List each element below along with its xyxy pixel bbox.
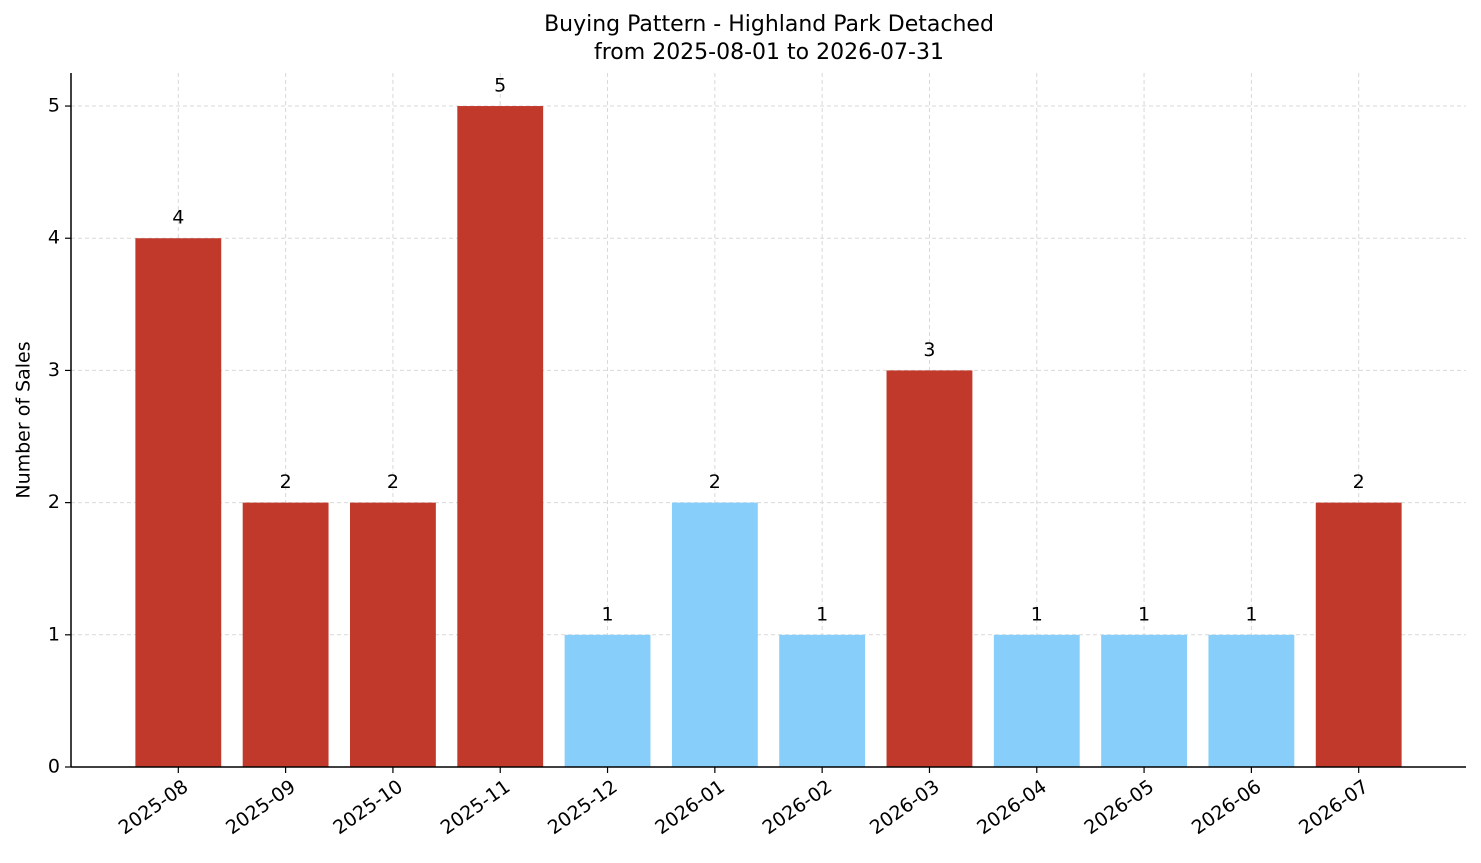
bar [779, 634, 866, 767]
y-tick-label: 5 [48, 95, 60, 117]
data-label: 4 [172, 207, 184, 229]
bar [457, 106, 544, 768]
bar [1315, 502, 1402, 767]
bar [671, 502, 758, 767]
data-label: 1 [1245, 603, 1257, 625]
bar [135, 238, 222, 767]
x-tick-label: 2025-10 [329, 776, 407, 840]
data-label: 2 [280, 471, 292, 493]
y-tick-label: 0 [48, 756, 60, 778]
x-tick-label: 2026-05 [1080, 776, 1158, 840]
y-tick-label: 1 [48, 623, 60, 645]
data-label: 5 [494, 75, 506, 97]
bar [242, 502, 329, 767]
bar [350, 502, 436, 767]
data-label: 2 [387, 471, 399, 493]
y-tick-label: 2 [48, 491, 60, 513]
x-tick-label: 2025-09 [222, 776, 300, 840]
data-label: 1 [1138, 603, 1150, 625]
data-label: 1 [1031, 603, 1043, 625]
bar [1208, 634, 1295, 767]
data-label: 1 [816, 603, 828, 625]
chart-title: Buying Pattern - Highland Park Detached [544, 12, 994, 37]
data-label: 2 [709, 471, 721, 493]
x-tick-label: 2026-06 [1188, 776, 1266, 840]
y-tick-label: 4 [48, 227, 60, 249]
data-label: 1 [601, 603, 613, 625]
bar [993, 634, 1080, 767]
x-tick-label: 2026-01 [651, 776, 729, 840]
x-tick-label: 2025-08 [115, 776, 193, 840]
bar [886, 370, 973, 767]
x-tick-label: 2025-12 [544, 776, 622, 840]
data-label: 2 [1353, 471, 1365, 493]
chart-subtitle: from 2025-08-01 to 2026-07-31 [594, 40, 944, 65]
x-tick-label: 2026-03 [866, 776, 944, 840]
x-tick-label: 2026-04 [973, 776, 1051, 840]
y-tick-label: 3 [48, 359, 60, 381]
bar [564, 634, 651, 767]
x-tick-label: 2025-11 [437, 776, 515, 840]
data-label: 3 [923, 339, 935, 361]
x-tick-label: 2026-07 [1295, 776, 1373, 840]
x-tick-label: 2026-02 [759, 776, 837, 840]
bar [1101, 634, 1187, 767]
y-axis-label: Number of Sales [13, 341, 35, 498]
